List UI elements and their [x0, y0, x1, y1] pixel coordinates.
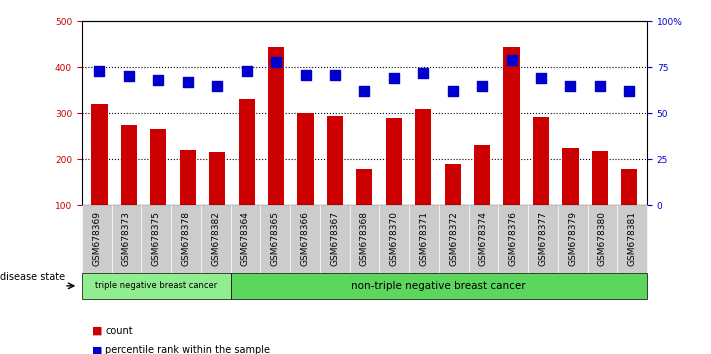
Point	[329, 72, 341, 78]
Text: ■: ■	[92, 326, 103, 336]
Point	[211, 83, 223, 88]
Text: GSM678380: GSM678380	[598, 211, 607, 267]
Bar	[356, 170, 373, 251]
Point	[270, 59, 282, 64]
Text: GSM678373: GSM678373	[122, 211, 131, 267]
Point	[417, 70, 429, 76]
Point	[123, 74, 134, 79]
Point	[476, 83, 488, 88]
Point	[535, 75, 547, 81]
Text: count: count	[105, 326, 133, 336]
Bar	[415, 109, 432, 251]
Bar	[297, 113, 314, 251]
Bar	[533, 117, 549, 251]
Text: GSM678366: GSM678366	[300, 211, 309, 267]
Point	[94, 68, 105, 74]
Text: GSM678371: GSM678371	[419, 211, 429, 267]
Bar	[91, 104, 107, 251]
Text: GSM678369: GSM678369	[92, 211, 101, 267]
Text: GSM678372: GSM678372	[449, 211, 458, 267]
Text: non-triple negative breast cancer: non-triple negative breast cancer	[351, 281, 526, 291]
Point	[182, 79, 193, 85]
Text: GSM678367: GSM678367	[330, 211, 339, 267]
Point	[241, 68, 252, 74]
Text: GSM678368: GSM678368	[360, 211, 369, 267]
Bar	[503, 46, 520, 251]
Point	[153, 77, 164, 83]
Bar	[386, 118, 402, 251]
Text: GSM678375: GSM678375	[151, 211, 161, 267]
Text: GSM678370: GSM678370	[390, 211, 399, 267]
Text: disease state: disease state	[0, 272, 65, 282]
Bar	[238, 99, 255, 251]
Bar	[621, 170, 638, 251]
Point	[506, 57, 518, 63]
Point	[300, 72, 311, 78]
Text: GSM678377: GSM678377	[538, 211, 547, 267]
Text: GSM678365: GSM678365	[271, 211, 279, 267]
Text: GSM678381: GSM678381	[628, 211, 636, 267]
Point	[388, 75, 400, 81]
Text: GSM678382: GSM678382	[211, 211, 220, 267]
Bar	[121, 125, 137, 251]
Text: ■: ■	[92, 346, 103, 354]
Bar	[562, 148, 579, 251]
Text: percentile rank within the sample: percentile rank within the sample	[105, 346, 270, 354]
Bar	[444, 164, 461, 251]
Point	[624, 88, 635, 94]
Text: triple negative breast cancer: triple negative breast cancer	[95, 281, 218, 290]
Bar	[268, 46, 284, 251]
Bar	[209, 152, 225, 251]
Bar	[150, 130, 166, 251]
Text: GSM678364: GSM678364	[241, 211, 250, 267]
Text: GSM678374: GSM678374	[479, 211, 488, 267]
Bar	[327, 115, 343, 251]
Bar	[474, 144, 491, 251]
Text: GSM678379: GSM678379	[568, 211, 577, 267]
Point	[565, 83, 576, 88]
Point	[358, 88, 370, 94]
Point	[447, 88, 459, 94]
Text: GSM678376: GSM678376	[508, 211, 518, 267]
Bar	[592, 151, 608, 251]
Point	[594, 83, 606, 88]
Text: GSM678378: GSM678378	[181, 211, 191, 267]
Bar	[180, 150, 196, 251]
